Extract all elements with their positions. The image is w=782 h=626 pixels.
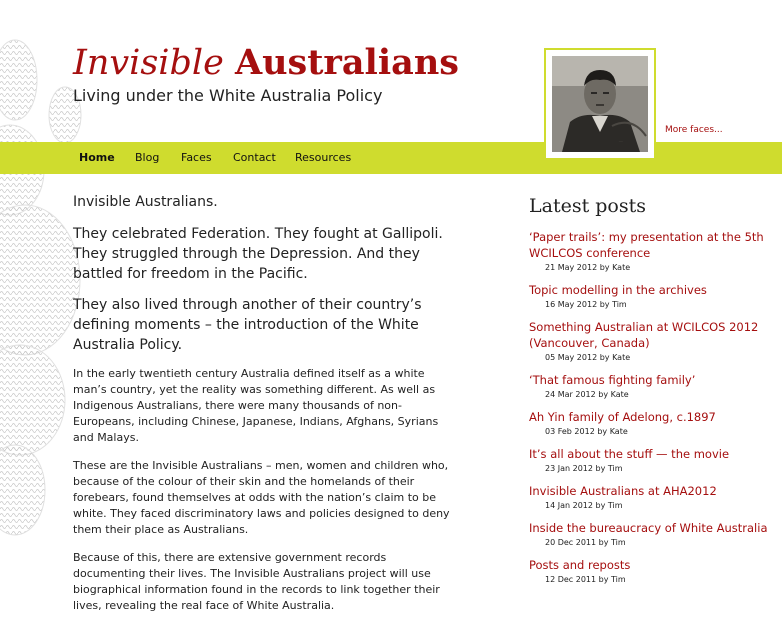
post-link[interactable]: It’s all about the stuff — the movie — [529, 447, 730, 461]
featured-face-photo[interactable]: ~ — [544, 48, 656, 160]
post-link[interactable]: ‘Paper trails’: my presentation at the 5… — [529, 230, 764, 260]
post-link[interactable]: Topic modelling in the archives — [529, 283, 707, 297]
nav-item-blog[interactable]: Blog — [135, 151, 160, 164]
site-tagline: Living under the White Australia Policy — [73, 86, 383, 105]
post-item: Invisible Australians at AHA2012 14 Jan … — [529, 483, 774, 512]
post-item: ‘That famous fighting family’ 24 Mar 201… — [529, 372, 774, 401]
handprint-decoration — [0, 39, 82, 536]
sidebar: Latest posts ‘Paper trails’: my presenta… — [529, 195, 774, 594]
site-title[interactable]: Invisible Australians — [73, 40, 459, 86]
body-paragraph-2: These are the Invisible Australians – me… — [73, 459, 450, 536]
post-meta: 24 Mar 2012 by Kate — [545, 390, 629, 399]
lead-paragraph-1: They celebrated Federation. They fought … — [73, 226, 443, 282]
nav-item-contact[interactable]: Contact — [233, 151, 276, 164]
post-meta: 20 Dec 2011 by Tim — [545, 538, 626, 547]
post-meta: 16 May 2012 by Tim — [545, 300, 627, 309]
post-link[interactable]: Ah Yin family of Adelong, c.1897 — [529, 410, 716, 424]
post-meta: 21 May 2012 by Kate — [545, 263, 631, 272]
post-meta: 05 May 2012 by Kate — [545, 353, 631, 362]
intro-heading: Invisible Australians. — [73, 194, 218, 210]
post-link[interactable]: Invisible Australians at AHA2012 — [529, 484, 717, 498]
body-paragraph-1: In the early twentieth century Australia… — [73, 367, 439, 444]
post-meta: 14 Jan 2012 by Tim — [545, 501, 623, 510]
post-item: ‘Paper trails’: my presentation at the 5… — [529, 229, 774, 274]
portrait-photo: ~ — [552, 56, 648, 152]
nav-item-home[interactable]: Home — [79, 151, 115, 164]
more-faces-link[interactable]: More faces... — [665, 125, 723, 135]
post-item: Ah Yin family of Adelong, c.1897 03 Feb … — [529, 409, 774, 438]
latest-posts-heading: Latest posts — [529, 195, 646, 217]
post-item: It’s all about the stuff — the movie 23 … — [529, 446, 774, 475]
site-title-part1: Invisible — [73, 43, 224, 83]
nav-item-resources[interactable]: Resources — [295, 151, 352, 164]
main-navigation: Home Blog Faces Contact Resources — [0, 142, 782, 174]
post-link[interactable]: ‘That famous fighting family’ — [529, 373, 696, 387]
lead-paragraph-2: They also lived through another of their… — [73, 297, 422, 353]
body-paragraph-3: Because of this, there are extensive gov… — [73, 551, 440, 612]
post-item: Topic modelling in the archives 16 May 2… — [529, 282, 774, 311]
site-title-part2: Australians — [234, 42, 459, 83]
post-item: Inside the bureaucracy of White Australi… — [529, 520, 774, 549]
main-content: Invisible Australians. They celebrated F… — [73, 192, 453, 626]
post-meta: 12 Dec 2011 by Tim — [545, 575, 626, 584]
nav-item-faces[interactable]: Faces — [181, 151, 212, 164]
post-link[interactable]: Posts and reposts — [529, 558, 631, 572]
post-item: Something Australian at WCILCOS 2012 (Va… — [529, 319, 774, 364]
post-link[interactable]: Inside the bureaucracy of White Australi… — [529, 521, 768, 535]
post-item: Posts and reposts 12 Dec 2011 by Tim — [529, 557, 774, 586]
post-link[interactable]: Something Australian at WCILCOS 2012 (Va… — [529, 320, 759, 350]
post-meta: 03 Feb 2012 by Kate — [545, 427, 628, 436]
post-meta: 23 Jan 2012 by Tim — [545, 464, 623, 473]
svg-text:~: ~ — [618, 138, 624, 146]
